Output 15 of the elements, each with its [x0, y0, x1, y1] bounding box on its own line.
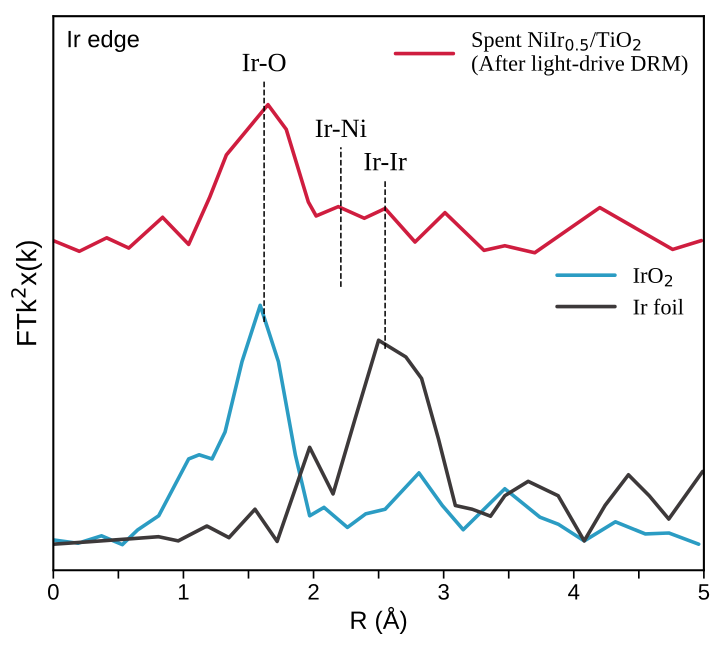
x-tick-label: 4 — [568, 584, 580, 600]
x-tick-label: 3 — [438, 584, 449, 600]
chart-title: Ir edge — [68, 30, 139, 52]
legend-label: Ir foil — [633, 298, 684, 315]
x-tick-label: 0 — [48, 584, 59, 600]
x-axis-title: R (Å) — [351, 606, 406, 634]
legend-label: IrO$_{2}$ — [633, 268, 672, 286]
ref-line-label: Ir-Ir — [364, 152, 407, 170]
x-tick-label: 5 — [698, 584, 710, 600]
ref-line-label: Ir-O — [242, 54, 286, 72]
ref-line-label: Ir-Ni — [316, 120, 366, 137]
x-tick-label: 2 — [308, 584, 319, 600]
y-axis-title: FTk$^{2}$x(k) — [11, 241, 42, 345]
x-tick-label: 1 — [178, 584, 189, 600]
legend-label: Spent NiIr$_{0.5}$/TiO$_{2}$ (After light-drive DRM) — [472, 32, 688, 76]
